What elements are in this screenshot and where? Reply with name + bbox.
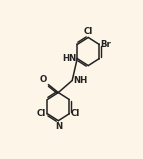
Text: NH: NH — [73, 76, 88, 85]
Text: N: N — [55, 122, 62, 131]
Text: Cl: Cl — [70, 109, 80, 118]
Text: Cl: Cl — [84, 27, 93, 36]
Text: Br: Br — [101, 40, 112, 49]
Text: HN: HN — [62, 54, 76, 63]
Text: Cl: Cl — [37, 109, 46, 118]
Text: O: O — [40, 75, 47, 84]
